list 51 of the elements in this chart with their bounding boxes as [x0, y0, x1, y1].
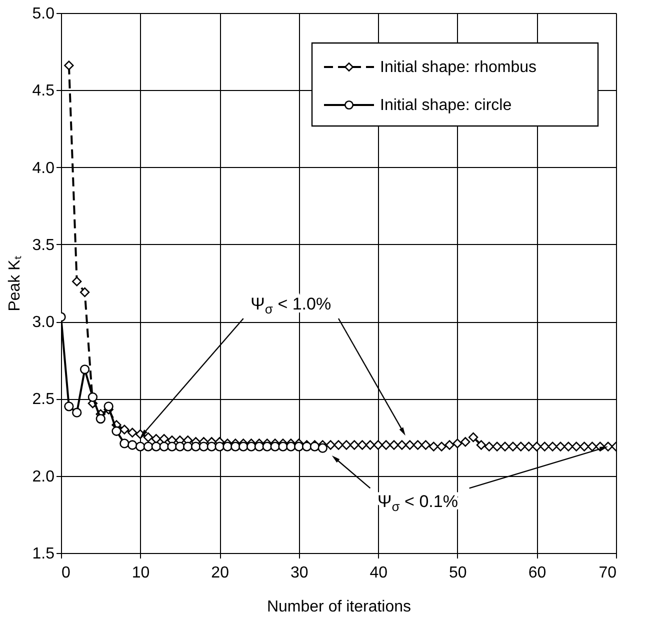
y-axis-title: Peak Kₜ [6, 256, 24, 312]
point [246, 442, 256, 452]
point [72, 408, 82, 418]
y-tick-label: 2.0 [32, 468, 55, 486]
x-tick-label: 20 [211, 564, 230, 582]
point [262, 442, 272, 452]
point [278, 442, 288, 452]
point [128, 440, 138, 450]
point [64, 402, 74, 412]
point [222, 442, 232, 452]
point [270, 442, 280, 452]
point [112, 426, 122, 436]
point [206, 442, 216, 452]
point [159, 442, 169, 452]
point [143, 442, 154, 452]
point [151, 442, 161, 452]
point [294, 442, 304, 452]
point [88, 392, 98, 402]
point [104, 402, 114, 412]
x-tick-label: 40 [370, 564, 388, 582]
point [238, 442, 248, 452]
x-tick-label: 0 [62, 564, 70, 582]
point [120, 438, 130, 448]
y-tick-label: 2.5 [32, 391, 55, 408]
point [183, 442, 193, 452]
point [190, 442, 201, 452]
legend-label: Initial shape: circle [380, 97, 512, 114]
y-tick-label: 1.5 [32, 546, 55, 562]
y-tick-label: 5.0 [32, 6, 55, 22]
x-tick-label: 70 [598, 564, 617, 582]
legend-label: Initial shape: rhombus [380, 59, 537, 76]
y-tick-label: 4.5 [32, 82, 55, 100]
x-tick-label: 10 [132, 564, 150, 582]
x-axis-title: Number of iterations [266, 598, 412, 616]
y-tick-label: 3.0 [32, 314, 55, 332]
point [96, 414, 106, 424]
point [318, 443, 328, 453]
point [286, 442, 296, 452]
point [80, 364, 90, 374]
point [167, 442, 177, 452]
y-tick-label: 3.5 [32, 236, 55, 254]
point [135, 442, 146, 452]
x-tick-label: 60 [528, 564, 546, 582]
x-tick-label: 50 [449, 564, 467, 582]
point [175, 442, 185, 452]
point [214, 442, 224, 452]
point [198, 442, 209, 452]
x-tick-label: 30 [290, 564, 308, 582]
point [230, 442, 240, 452]
y-tick-label: 4.0 [32, 160, 55, 177]
point [254, 442, 264, 452]
